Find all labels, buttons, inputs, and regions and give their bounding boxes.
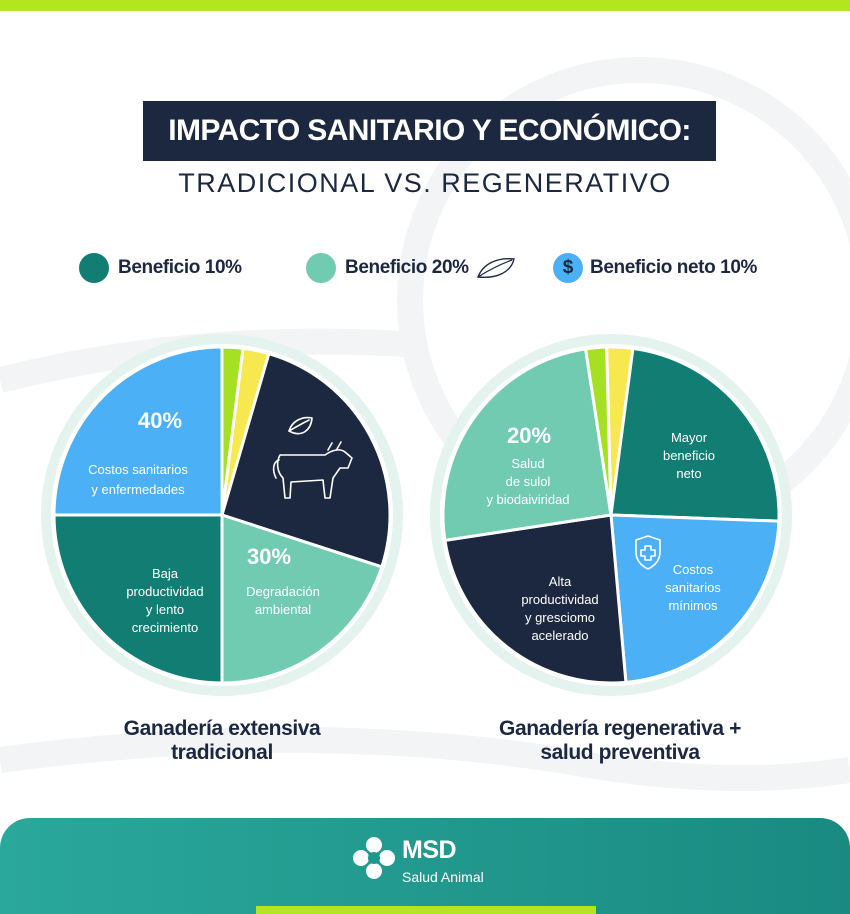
slice-percent-label: 30% [247, 544, 291, 569]
legend-item-1: Beneficio 10% [79, 253, 242, 283]
slice-text-line: crecimiento [132, 620, 198, 635]
brand-name: MSD [402, 836, 457, 864]
slice-percent-label: 40% [138, 408, 182, 433]
pie-slice [609, 346, 781, 523]
page-subtitle: TRADICIONAL VS. REGENERATIVO [178, 168, 672, 198]
pie-slice [220, 513, 384, 685]
pie-slice [52, 345, 224, 517]
slice-text-line: Costos [673, 562, 714, 577]
slice-text-line: Baja [152, 566, 179, 581]
chart-caption-right: Ganadería regenerativa + salud preventiv… [470, 717, 770, 765]
title-banner: IMPACTO SANITARIO Y ECONÓMICO: [143, 101, 716, 161]
slice-text-line: productividad [521, 592, 598, 607]
legend-label: Beneficio 20% [345, 257, 469, 278]
slice-text-line: Alta [549, 574, 572, 589]
slice-text-line: neto [676, 466, 701, 481]
slice-text-line: y lento [146, 602, 184, 617]
slice-text-line: y enfermedades [91, 482, 185, 497]
caption-text: Ganadería extensiva tradicional [123, 717, 321, 764]
chart-caption-left: Ganadería extensiva tradicional [42, 717, 402, 765]
slice-text-line: beneficio [663, 448, 715, 463]
slice-text-line: sanitarios [665, 580, 721, 595]
slice-text-line: Salud [511, 456, 544, 471]
brand-logo: MSD Salud Animal [352, 836, 484, 886]
pie-slice [441, 347, 613, 542]
top-accent-bar [0, 0, 850, 11]
footer-accent-stripe [256, 906, 596, 914]
legend-label: Beneficio neto 10% [590, 257, 758, 278]
brand-subtitle: Salud Animal [402, 869, 484, 885]
legend-swatch-dark-teal [79, 253, 109, 283]
msd-logo-icon [353, 837, 395, 879]
legend-item-2: Beneficio 20% [306, 253, 517, 283]
legend-swatch-mint [306, 253, 336, 283]
slice-text-line: de sulol [506, 474, 551, 489]
pie-slice [443, 513, 628, 685]
slice-percent-label: 20% [507, 423, 551, 448]
slice-text-line: mínimos [668, 598, 718, 613]
slice-text-line: y biodaiviridad [486, 492, 569, 507]
legend-label: Beneficio 10% [118, 257, 242, 278]
pie-slice [52, 513, 224, 685]
pie-slice [609, 513, 781, 684]
slice-text-line: y gresciomo [525, 610, 595, 625]
page-title: IMPACTO SANITARIO Y ECONÓMICO: [168, 114, 691, 147]
slice-text-line: Degradación [246, 584, 320, 599]
leaf-icon [476, 257, 515, 279]
slice-text-line: productividad [126, 584, 203, 599]
shield-cross-icon [635, 535, 661, 570]
cow-with-leaf-icon [272, 416, 353, 499]
dollar-icon: $ [553, 253, 583, 283]
pie-slice [220, 352, 392, 569]
slice-text-line: Costos sanitarios [88, 462, 188, 477]
slice-text-line: Mayor [671, 430, 708, 445]
caption-text: Ganadería regenerativa + salud preventiv… [499, 717, 741, 764]
legend-item-3: $ Beneficio neto 10% [553, 253, 757, 283]
pie-slice [584, 345, 613, 517]
slice-text-line: acelerado [531, 628, 588, 643]
footer-band [0, 818, 850, 914]
slice-text-line: ambiental [255, 602, 311, 617]
